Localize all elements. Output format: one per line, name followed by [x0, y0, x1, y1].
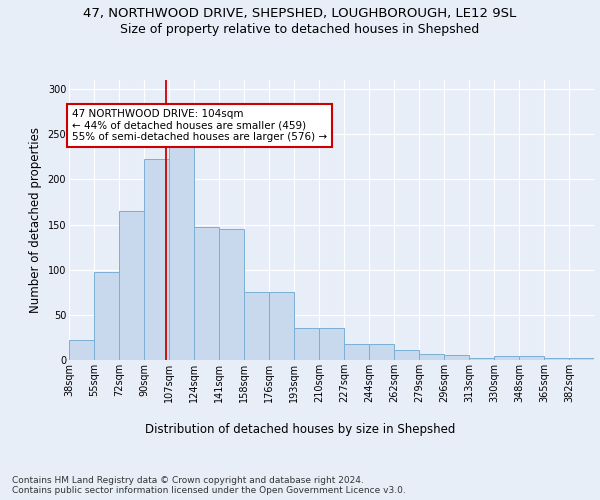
Text: Size of property relative to detached houses in Shepshed: Size of property relative to detached ho… — [121, 22, 479, 36]
Bar — [194, 227, 219, 360]
Y-axis label: Number of detached properties: Number of detached properties — [29, 127, 42, 313]
Bar — [319, 328, 344, 360]
Text: 47, NORTHWOOD DRIVE, SHEPSHED, LOUGHBOROUGH, LE12 9SL: 47, NORTHWOOD DRIVE, SHEPSHED, LOUGHBORO… — [83, 8, 517, 20]
Bar — [144, 158, 169, 360]
Text: 47 NORTHWOOD DRIVE: 104sqm
← 44% of detached houses are smaller (459)
55% of sem: 47 NORTHWOOD DRIVE: 104sqm ← 44% of deta… — [72, 109, 327, 142]
Bar — [244, 292, 269, 360]
Bar — [469, 358, 494, 360]
Text: Contains HM Land Registry data © Crown copyright and database right 2024.
Contai: Contains HM Land Registry data © Crown c… — [12, 476, 406, 495]
Bar — [69, 340, 94, 360]
Bar — [219, 229, 244, 360]
Bar — [169, 146, 194, 360]
Bar — [94, 272, 119, 360]
Bar — [294, 328, 319, 360]
Bar — [394, 350, 419, 360]
Bar — [519, 356, 544, 360]
Bar — [119, 211, 144, 360]
Bar — [494, 356, 519, 360]
Bar — [369, 344, 394, 360]
Bar — [344, 344, 369, 360]
Text: Distribution of detached houses by size in Shepshed: Distribution of detached houses by size … — [145, 422, 455, 436]
Bar — [419, 354, 444, 360]
Bar — [544, 358, 569, 360]
Bar — [269, 292, 294, 360]
Bar — [444, 356, 469, 360]
Bar — [569, 358, 594, 360]
